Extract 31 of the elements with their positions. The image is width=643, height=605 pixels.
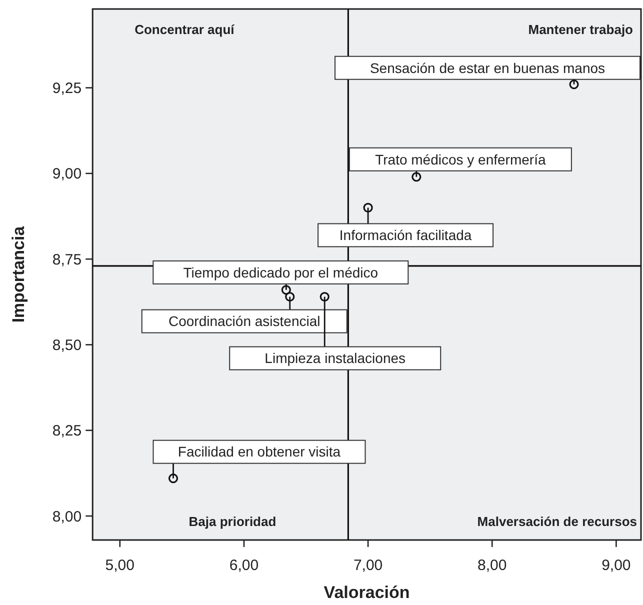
x-tick-label: 9,00 — [602, 557, 631, 574]
y-tick-label: 8,25 — [52, 422, 82, 440]
annotation: Malversación de recursos — [477, 514, 637, 529]
x-tick-label: 6,00 — [229, 557, 259, 574]
annotation: Información facilitada — [339, 227, 472, 244]
annotation: Tiempo dedicado por el médico — [183, 264, 378, 280]
annotation: Mantener trabajo — [528, 22, 634, 37]
point — [168, 474, 178, 484]
annotation: Baja prioridad — [188, 514, 276, 529]
point — [281, 285, 291, 295]
annotation: Limpieza instalaciones — [264, 350, 406, 366]
point — [569, 80, 579, 90]
annotation: Coordinación asistencial — [168, 313, 320, 330]
y-tick-label: 8,00 — [52, 508, 82, 526]
x-tick-label: 5,00 — [105, 557, 134, 574]
point — [412, 172, 422, 182]
y-tick-label: 9,25 — [52, 80, 82, 98]
annotation: Trato médicos y enfermería — [375, 151, 546, 168]
x-tick-label: 8,00 — [478, 557, 507, 574]
x-tick-label: 7,00 — [353, 557, 383, 574]
point — [363, 202, 373, 212]
annotation: Facilidad en obtener visita — [178, 444, 341, 460]
x-axis-title: Valoración — [324, 583, 410, 602]
point — [320, 292, 330, 302]
annotation: Sensación de estar en buenas manos — [370, 60, 606, 76]
y-tick-label: 8,50 — [52, 336, 82, 354]
y-tick-label: 9,00 — [52, 166, 82, 183]
point — [285, 292, 295, 302]
annotation: Concentrar aquí — [134, 22, 235, 37]
y-tick-label: 8,75 — [52, 251, 82, 268]
y-axis-title: Importancia — [9, 226, 28, 323]
